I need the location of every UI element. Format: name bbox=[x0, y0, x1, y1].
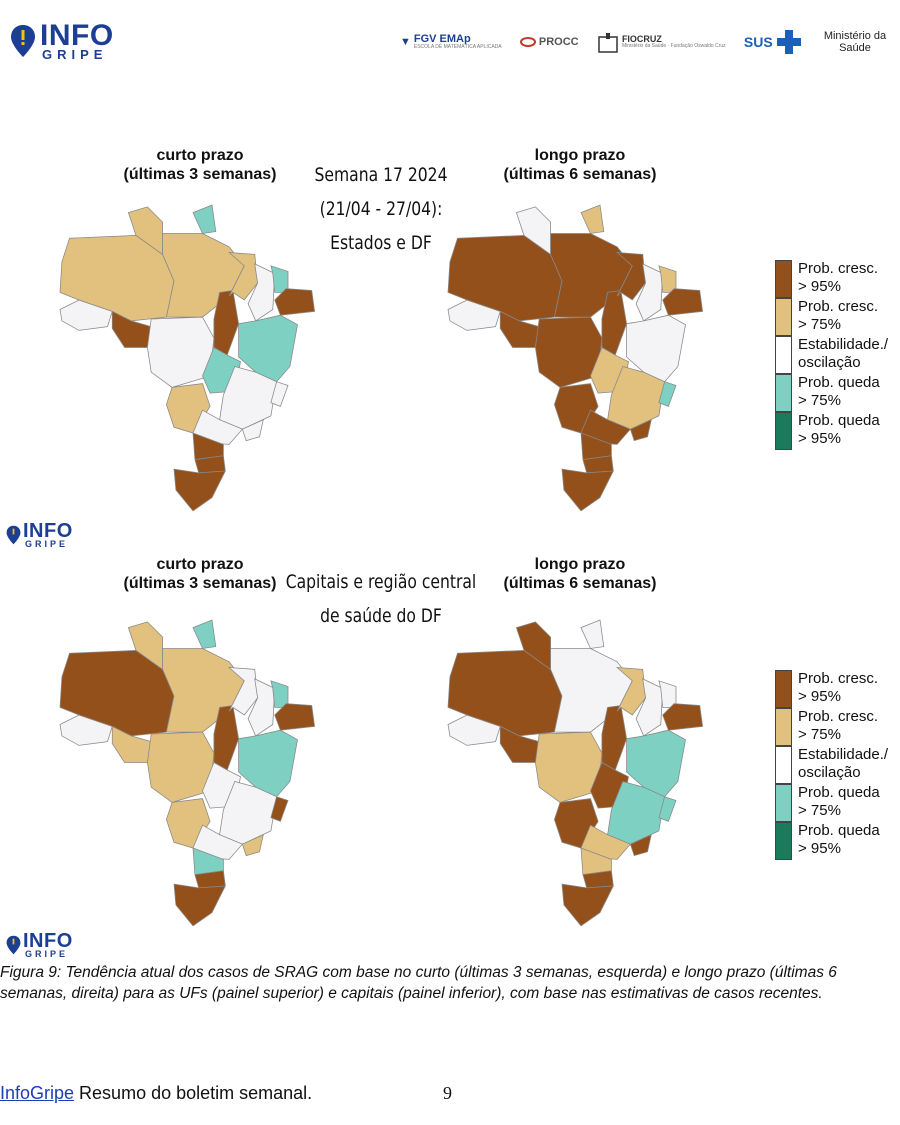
footer: InfoGripe Resumo do boletim semanal. bbox=[0, 1083, 312, 1104]
region-tocantins bbox=[213, 290, 239, 356]
location-pin-icon bbox=[6, 525, 21, 545]
region-ceara bbox=[658, 680, 677, 708]
procc-logo: PROCC bbox=[519, 36, 579, 48]
region-rio bbox=[629, 419, 652, 442]
infogripe-logo: INFO GRIPE bbox=[10, 19, 114, 62]
region-espirito-santo bbox=[270, 381, 289, 407]
top-center-title: Semana 17 2024 (21/04 - 27/04): Estados e … bbox=[314, 164, 448, 254]
region-espirito-santo bbox=[270, 796, 289, 822]
legend-item: Prob. cresc. > 95% bbox=[775, 670, 900, 708]
legend-item: Prob. queda > 95% bbox=[775, 412, 900, 450]
region-rio bbox=[241, 834, 264, 857]
region-maranhao bbox=[615, 252, 646, 301]
partner-logos: ▼ FGV EMAp ESCOLA DE MATEMÁTICA APLICADA… bbox=[400, 24, 890, 60]
map-states-short-term bbox=[59, 204, 316, 512]
region-ceara bbox=[658, 265, 677, 293]
region-rio bbox=[241, 419, 264, 442]
page-number: 9 bbox=[443, 1083, 452, 1103]
map-states-long-term bbox=[447, 204, 704, 512]
region-tocantins bbox=[601, 290, 627, 356]
region-rio bbox=[629, 834, 652, 857]
region-rs bbox=[561, 883, 614, 927]
region-mato-grosso bbox=[147, 731, 215, 803]
region-amapa bbox=[192, 619, 217, 649]
fiocruz-logo: FIOCRUZ Ministério da Saúde · Fundação O… bbox=[597, 31, 726, 53]
region-ceara bbox=[270, 265, 289, 293]
legend-item: Prob. cresc. > 75% bbox=[775, 708, 900, 746]
map-capitals-short-term bbox=[59, 619, 316, 927]
legend-item: Estabilidade./oscilação bbox=[775, 336, 900, 374]
sus-cross-icon bbox=[776, 30, 801, 54]
region-rn-pb-pe bbox=[662, 703, 704, 731]
infogripe-logo-small: INFO GRIPE bbox=[6, 931, 73, 959]
region-rs bbox=[173, 883, 226, 927]
legend-item: Prob. cresc. > 95% bbox=[775, 260, 900, 298]
infogripe-logo-small: INFO GRIPE bbox=[6, 521, 73, 549]
top-left-title: curto prazo (últimas 3 semanas) bbox=[123, 147, 277, 183]
fgv-emap-logo: ▼ FGV EMAp ESCOLA DE MATEMÁTICA APLICADA bbox=[400, 33, 502, 51]
region-rs bbox=[561, 468, 614, 512]
region-mato-grosso bbox=[535, 731, 603, 803]
region-espirito-santo bbox=[658, 381, 677, 407]
logo-line2: GRIPE bbox=[42, 47, 108, 62]
legend-top: Prob. cresc. > 95% Prob. cresc. > 75% Esta… bbox=[775, 260, 900, 450]
region-ceara bbox=[270, 680, 289, 708]
legend-bottom: Prob. cresc. > 95% Prob. cresc. > 75% Esta… bbox=[775, 670, 900, 860]
sus-logo: SUS bbox=[744, 29, 802, 55]
bottom-right-title: longo prazo (últimas 6 semanas) bbox=[503, 556, 657, 592]
region-amapa bbox=[580, 619, 605, 649]
fiocruz-building-icon bbox=[598, 33, 618, 53]
region-mato-grosso bbox=[147, 316, 215, 388]
region-rs bbox=[173, 468, 226, 512]
region-amapa bbox=[192, 204, 217, 234]
region-tocantins bbox=[213, 705, 239, 771]
legend-item: Estabilidade./oscilação bbox=[775, 746, 900, 784]
top-right-title: longo prazo (últimas 6 semanas) bbox=[503, 147, 657, 183]
fgv-arrow-icon: ▼ bbox=[400, 36, 411, 48]
region-maranhao bbox=[227, 667, 258, 716]
location-pin-icon bbox=[6, 935, 21, 955]
region-mato-grosso bbox=[535, 316, 603, 388]
bottom-center-title: Capitais e região central de saúde do DF bbox=[285, 571, 477, 627]
ministerio-saude-logo: Ministério da Saúde bbox=[823, 30, 887, 54]
region-rn-pb-pe bbox=[274, 703, 316, 731]
region-amapa bbox=[580, 204, 605, 234]
region-maranhao bbox=[615, 667, 646, 716]
bottom-left-title: curto prazo (últimas 3 semanas) bbox=[123, 556, 277, 592]
legend-item: Prob. queda > 75% bbox=[775, 374, 900, 412]
legend-item: Prob. queda > 95% bbox=[775, 822, 900, 860]
location-pin-icon bbox=[11, 25, 35, 58]
procc-swirl-icon bbox=[519, 37, 536, 47]
region-rn-pb-pe bbox=[662, 288, 704, 316]
legend-item: Prob. queda > 75% bbox=[775, 784, 900, 822]
region-rn-pb-pe bbox=[274, 288, 316, 316]
region-tocantins bbox=[601, 705, 627, 771]
map-capitals-long-term bbox=[447, 619, 704, 927]
footer-text: Resumo do boletim semanal. bbox=[74, 1083, 313, 1103]
legend-item: Prob. cresc. > 75% bbox=[775, 298, 900, 336]
infogripe-link[interactable]: InfoGripe bbox=[0, 1083, 75, 1103]
logo-line1: INFO bbox=[40, 19, 114, 52]
figure-caption: Figura 9: Tendência atual dos casos de S… bbox=[0, 964, 837, 1002]
region-maranhao bbox=[227, 252, 258, 301]
region-espirito-santo bbox=[658, 796, 677, 822]
